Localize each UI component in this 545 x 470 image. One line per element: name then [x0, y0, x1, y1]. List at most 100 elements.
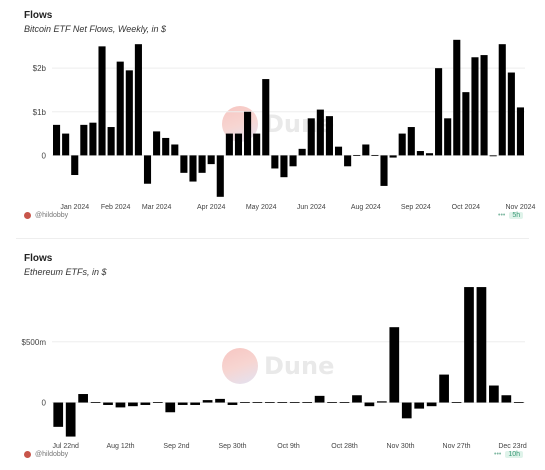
btc-bar[interactable]	[262, 79, 270, 156]
btc-bar[interactable]	[316, 109, 324, 156]
btc-bar[interactable]	[398, 133, 406, 156]
btc-bar[interactable]	[189, 155, 197, 182]
btc-bar[interactable]	[171, 144, 179, 156]
btc-bar[interactable]	[471, 57, 479, 156]
eth-bar[interactable]	[190, 402, 200, 405]
eth-bar[interactable]	[152, 402, 163, 403]
btc-bar[interactable]	[298, 148, 306, 156]
btc-bar[interactable]	[425, 153, 434, 156]
eth-bar[interactable]	[289, 402, 300, 403]
eth-bar[interactable]	[128, 402, 138, 407]
btc-bar[interactable]	[444, 118, 452, 156]
eth-bar[interactable]	[215, 398, 225, 403]
btc-bar[interactable]	[234, 133, 243, 156]
eth-bar[interactable]	[489, 385, 499, 403]
eth-bar[interactable]	[302, 402, 313, 403]
eth-bar[interactable]	[314, 395, 325, 403]
eth-bar[interactable]	[327, 402, 337, 403]
btc-chart-subtitle: Bitcoin ETF Net Flows, Weekly, in $	[24, 24, 167, 34]
btc-bar[interactable]	[107, 127, 115, 156]
btc-bar[interactable]	[407, 127, 415, 156]
btc-bar[interactable]	[134, 44, 142, 156]
eth-bar[interactable]	[464, 287, 474, 403]
eth-bar[interactable]	[513, 402, 524, 403]
btc-bar[interactable]	[280, 155, 288, 178]
btc-bar[interactable]	[80, 124, 88, 156]
eth-bar[interactable]	[377, 401, 387, 403]
eth-bar[interactable]	[202, 400, 213, 403]
eth-bar[interactable]	[264, 402, 275, 403]
btc-bar[interactable]	[253, 133, 261, 156]
btc-bar[interactable]	[53, 124, 61, 156]
btc-bar[interactable]	[289, 155, 297, 167]
eth-bar[interactable]	[165, 402, 176, 413]
eth-bar[interactable]	[277, 402, 288, 403]
eth-bar[interactable]	[339, 402, 350, 403]
btc-bar[interactable]	[507, 72, 515, 156]
btc-bar[interactable]	[462, 92, 470, 156]
eth-bar[interactable]	[53, 402, 64, 427]
btc-bar[interactable]	[389, 155, 397, 158]
btc-bar[interactable]	[244, 111, 252, 156]
eth-bar[interactable]	[90, 402, 101, 403]
eth-footer-author[interactable]: @hildobby	[24, 451, 68, 458]
btc-bar[interactable]	[435, 68, 443, 156]
btc-bar[interactable]	[98, 46, 106, 156]
eth-more-icon[interactable]: •••	[494, 451, 502, 458]
btc-x-tick-label: Mar 2024	[142, 204, 172, 211]
eth-bar[interactable]	[476, 287, 487, 403]
btc-bar[interactable]	[498, 44, 506, 156]
btc-bar[interactable]	[307, 118, 315, 156]
btc-bar[interactable]	[362, 144, 370, 156]
eth-bar[interactable]	[501, 395, 512, 403]
btc-bar[interactable]	[516, 107, 524, 156]
eth-bar[interactable]	[103, 402, 113, 405]
dune-watermark-eth: Dune	[222, 348, 334, 384]
btc-bar[interactable]	[271, 155, 279, 169]
btc-bar[interactable]	[344, 155, 352, 167]
btc-x-tick-label: Apr 2024	[197, 204, 226, 211]
btc-bar[interactable]	[416, 151, 424, 156]
eth-bar[interactable]	[451, 402, 462, 403]
btc-bar[interactable]	[207, 155, 215, 165]
eth-bar[interactable]	[227, 402, 238, 405]
btc-bar[interactable]	[89, 122, 97, 156]
eth-bar[interactable]	[65, 402, 76, 437]
btc-bar[interactable]	[71, 155, 79, 176]
btc-bar[interactable]	[489, 155, 497, 157]
btc-bar[interactable]	[180, 155, 188, 173]
eth-bar[interactable]	[352, 395, 362, 403]
btc-bar[interactable]	[225, 133, 233, 156]
btc-bar[interactable]	[143, 155, 152, 184]
eth-bar[interactable]	[414, 402, 425, 409]
eth-bar[interactable]	[78, 394, 88, 403]
eth-bar[interactable]	[177, 402, 188, 405]
eth-flows-panel: Flows Ethereum ETFs, in $ Dune $500m 0 Jul…	[0, 243, 545, 470]
btc-bar[interactable]	[380, 155, 388, 186]
eth-bar[interactable]	[240, 402, 250, 403]
eth-x-tick-label: Dec 23rd	[498, 443, 527, 450]
btc-bar[interactable]	[216, 155, 224, 197]
eth-bar[interactable]	[364, 402, 375, 407]
eth-bar[interactable]	[426, 402, 437, 407]
btc-bar[interactable]	[125, 70, 133, 156]
btc-bar[interactable]	[116, 61, 124, 156]
eth-bar[interactable]	[401, 402, 412, 419]
btc-bar[interactable]	[453, 39, 461, 156]
btc-bar[interactable]	[334, 146, 343, 156]
eth-bar[interactable]	[252, 402, 263, 403]
btc-bar[interactable]	[153, 131, 161, 156]
eth-bar[interactable]	[140, 402, 151, 405]
eth-bar[interactable]	[439, 374, 449, 403]
btc-bar[interactable]	[62, 133, 70, 156]
eth-bar[interactable]	[389, 327, 400, 403]
btc-footer-author[interactable]: @hildobby	[24, 212, 68, 219]
btc-bar[interactable]	[162, 137, 170, 156]
btc-bar[interactable]	[325, 116, 333, 156]
btc-more-icon[interactable]: •••	[498, 212, 506, 219]
btc-bar[interactable]	[480, 55, 488, 156]
btc-bar[interactable]	[198, 155, 206, 173]
btc-bar[interactable]	[371, 154, 379, 156]
btc-bar[interactable]	[353, 154, 361, 156]
eth-bar[interactable]	[115, 402, 126, 408]
